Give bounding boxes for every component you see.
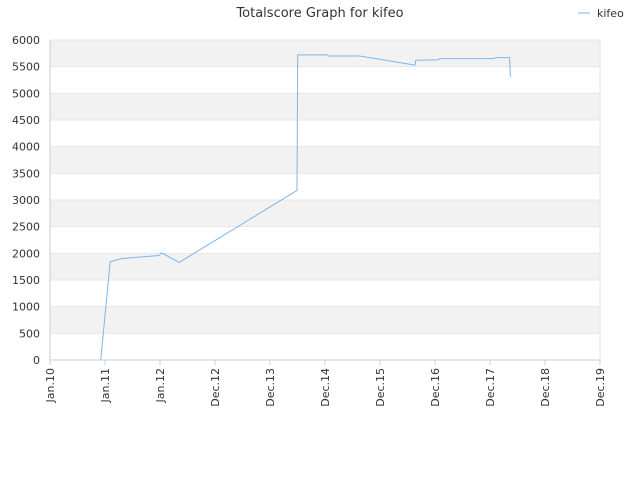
y-tick-label: 6000 xyxy=(12,34,40,47)
y-tick-label: 2000 xyxy=(12,247,40,260)
y-axis-ticks: 0 500 1000 1500 2000 2500 3000 3500 4000 4500 5000… xyxy=(12,34,40,367)
y-tick-label: 4500 xyxy=(12,114,40,127)
legend-label-kifeo[interactable]: kifeo xyxy=(597,7,624,20)
x-tick-label: Dec.17 xyxy=(484,368,497,407)
x-tick-label: Dec.13 xyxy=(264,368,277,407)
x-tick-label: Jan.11 xyxy=(99,368,112,403)
x-tick-label: Dec.19 xyxy=(594,368,607,407)
grid-band xyxy=(50,200,600,227)
x-tick-label: Jan.12 xyxy=(154,368,167,403)
x-tick-label: Jan.10 xyxy=(44,368,57,403)
grid-band xyxy=(50,93,600,120)
y-tick-label: 1500 xyxy=(12,274,40,287)
chart-title: Totalscore Graph for kifeo xyxy=(235,6,403,21)
grid-band xyxy=(50,306,600,334)
y-tick-label: 2500 xyxy=(12,221,40,234)
x-tick-label: Dec.15 xyxy=(374,368,387,407)
grid-bands xyxy=(50,40,600,334)
y-tick-label: 5000 xyxy=(12,87,40,100)
grid-band xyxy=(50,40,600,67)
grid-band xyxy=(50,253,600,280)
y-tick-label: 500 xyxy=(19,327,40,340)
grid-band xyxy=(50,146,600,174)
x-tick-label: Dec.14 xyxy=(319,368,332,407)
x-axis-ticks: Jan.10 Jan.11 Jan.12 Dec.12 Dec.13 Dec.14 Dec.… xyxy=(44,360,607,407)
series-line-kifeo xyxy=(100,54,511,361)
x-tick-label: Dec.18 xyxy=(539,368,552,407)
series-layer xyxy=(100,54,511,361)
grid-lines xyxy=(50,39,600,361)
legend[interactable]: kifeo xyxy=(578,7,624,20)
y-tick-label: 0 xyxy=(33,354,40,367)
y-tick-label: 4000 xyxy=(12,141,40,154)
y-tick-label: 3500 xyxy=(12,167,40,180)
y-tick-label: 5500 xyxy=(12,61,40,74)
y-tick-label: 1000 xyxy=(12,301,40,314)
y-tick-label: 3000 xyxy=(12,194,40,207)
x-tick-label: Dec.12 xyxy=(209,368,222,407)
x-tick-label: Dec.16 xyxy=(429,368,442,407)
